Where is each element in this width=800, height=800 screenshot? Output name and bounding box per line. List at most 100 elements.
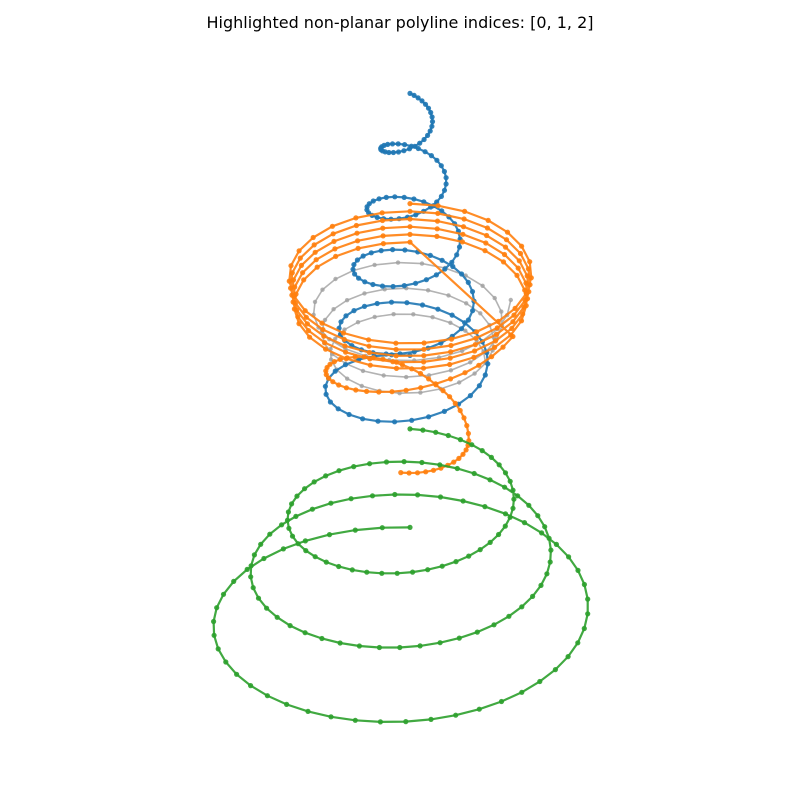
polyline-1-point bbox=[327, 361, 333, 367]
polyline-1-point bbox=[493, 331, 499, 337]
polyline-1-point bbox=[502, 244, 509, 250]
polyline-0-point bbox=[476, 383, 482, 389]
polyline-1-point bbox=[407, 224, 413, 230]
polyline-1-point bbox=[485, 217, 491, 223]
background-polyline-0-point bbox=[320, 287, 325, 292]
polyline-2-point bbox=[220, 591, 227, 597]
polyline-1-point bbox=[354, 230, 360, 236]
polyline-0-point bbox=[335, 406, 341, 412]
polyline-1-point bbox=[463, 447, 469, 453]
polyline-1-point bbox=[500, 259, 507, 265]
polyline-1-point bbox=[421, 359, 427, 365]
polyline-1-point bbox=[440, 388, 446, 394]
background-polyline-0-point bbox=[333, 276, 338, 282]
polyline-0-point bbox=[390, 283, 396, 290]
polyline-2-point bbox=[403, 719, 409, 725]
polyline-1-point bbox=[336, 382, 342, 388]
polyline-1-point bbox=[296, 248, 302, 254]
polyline-1-point bbox=[304, 321, 310, 327]
background-polyline-0-point bbox=[381, 373, 386, 378]
polyline-1-point bbox=[403, 387, 409, 393]
polyline-2-point bbox=[510, 505, 516, 511]
polyline-0-point bbox=[422, 101, 429, 107]
background-polyline-0-point bbox=[478, 311, 483, 316]
polyline-1-point bbox=[380, 225, 386, 231]
background-polyline-0-point bbox=[464, 301, 469, 306]
background-polyline-0-point bbox=[418, 390, 423, 395]
background-polyline-0-point bbox=[468, 360, 473, 365]
polyline-2-point bbox=[546, 535, 552, 541]
polyline-1-point bbox=[361, 354, 367, 360]
polyline-1-point bbox=[364, 388, 370, 394]
background-polyline-0-point bbox=[499, 309, 504, 314]
polyline-1-point bbox=[393, 365, 400, 371]
background-polyline-0-point bbox=[359, 383, 364, 389]
polyline-1-point bbox=[516, 258, 522, 264]
polyline-0-point bbox=[465, 317, 471, 323]
polyline-2-point bbox=[397, 644, 403, 651]
polyline-2-point bbox=[417, 643, 423, 649]
polyline-1-point bbox=[421, 340, 427, 346]
polyline-1-point bbox=[523, 303, 529, 309]
polyline-0-point bbox=[385, 141, 391, 147]
polyline-0-point bbox=[443, 175, 449, 181]
polyline-0-point bbox=[378, 248, 384, 254]
polyline-2-point bbox=[565, 654, 571, 660]
polyline-0-point bbox=[360, 253, 366, 259]
polyline-0-point bbox=[469, 289, 476, 295]
polyline-2-point bbox=[248, 563, 254, 569]
polyline-2-point bbox=[585, 596, 591, 602]
polyline-1-point bbox=[460, 224, 467, 230]
polyline-2-point bbox=[511, 496, 517, 502]
polyline-1-point bbox=[526, 289, 532, 295]
polyline-1-point bbox=[418, 385, 424, 391]
polyline-0-point bbox=[421, 199, 427, 205]
polyline-2-point bbox=[323, 559, 329, 565]
polyline-2-point bbox=[454, 465, 460, 472]
polyline-1-point bbox=[460, 451, 466, 457]
polyline-1-point bbox=[420, 365, 427, 371]
polyline-1-point bbox=[462, 208, 468, 214]
polyline-1-point bbox=[456, 455, 462, 461]
polyline-0-point bbox=[322, 383, 328, 389]
polyline-1-point bbox=[527, 259, 533, 265]
polyline-2-point bbox=[302, 630, 308, 636]
polyline-2-point bbox=[223, 659, 229, 665]
polyline-2-point bbox=[211, 618, 217, 625]
polyline-1-point bbox=[447, 376, 454, 382]
polyline-0-point bbox=[443, 181, 449, 187]
polyline-2-point bbox=[364, 569, 370, 575]
polyline-1-point bbox=[310, 234, 316, 241]
polyline-1-point bbox=[321, 333, 327, 339]
polyline-0-point bbox=[454, 252, 460, 258]
polyline-2-point bbox=[544, 571, 550, 577]
polyline-0-point bbox=[379, 283, 386, 289]
polyline-1-point bbox=[484, 225, 490, 231]
polyline-0-point bbox=[465, 279, 471, 285]
polyline-1-point bbox=[380, 233, 386, 239]
polyline-2-point bbox=[521, 520, 528, 526]
polyline-0-point bbox=[411, 349, 417, 355]
polyline-2-point bbox=[507, 478, 513, 484]
polyline-0-point bbox=[429, 114, 435, 120]
polyline-2-point bbox=[453, 559, 459, 565]
polyline-0-point bbox=[374, 300, 380, 307]
polyline-1-point bbox=[500, 344, 506, 350]
polyline-1-point bbox=[353, 222, 359, 229]
polyline-1-point bbox=[524, 273, 530, 279]
polyline-1-point bbox=[341, 336, 347, 342]
plot-area-3d bbox=[211, 90, 591, 725]
polyline-0-point bbox=[467, 393, 473, 399]
polyline-0-point bbox=[441, 187, 448, 193]
polyline-1-point bbox=[340, 330, 347, 336]
polyline-1-point bbox=[393, 340, 399, 346]
background-polyline-0-point bbox=[395, 260, 401, 265]
polyline-1-point bbox=[435, 203, 441, 209]
polyline-2-point bbox=[214, 605, 220, 611]
polyline-0-point bbox=[374, 214, 380, 220]
polyline-2-point bbox=[542, 524, 548, 530]
polyline-1-point bbox=[483, 240, 489, 246]
polyline-1-point bbox=[312, 249, 318, 255]
background-polyline-0-point bbox=[448, 368, 454, 373]
